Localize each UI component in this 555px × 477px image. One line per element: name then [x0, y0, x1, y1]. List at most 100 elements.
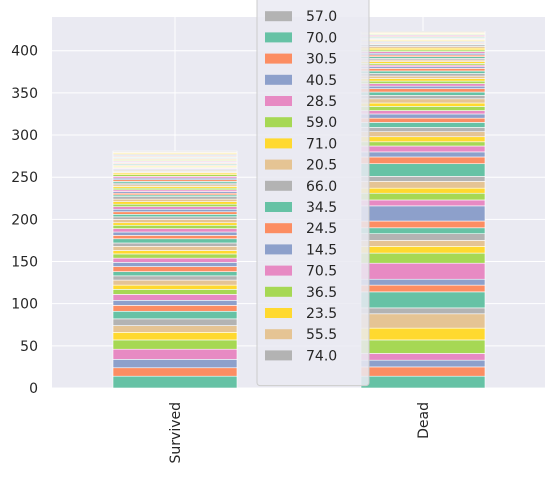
bar-segment-dead-12 — [360, 252, 486, 264]
bar-segment-survived-37 — [112, 201, 238, 205]
bar-segment-dead-41 — [360, 88, 486, 93]
y-tick-label: 300 — [11, 128, 38, 144]
legend-label: 40.5 — [306, 73, 337, 89]
bar-segment-survived-17 — [112, 266, 238, 272]
legend-swatch — [265, 244, 292, 255]
bar-segment-survived-27 — [112, 228, 238, 233]
y-tick-label: 350 — [11, 86, 38, 102]
legend-label: 59.0 — [306, 115, 337, 131]
bar-segment-dead-48 — [360, 70, 486, 74]
bar-segment-survived-20 — [112, 253, 238, 259]
bar-segment-dead-16 — [360, 227, 486, 234]
bar-segment-dead-17 — [360, 220, 486, 229]
legend-swatch — [265, 138, 292, 149]
bar-segment-survived-7 — [112, 318, 238, 326]
bar-segment-dead-14 — [360, 240, 486, 247]
bar-segment-dead-21 — [360, 187, 486, 194]
legend-swatch — [265, 180, 292, 191]
legend-label: 55.5 — [306, 327, 337, 343]
legend: 45.0 57.0 70.0 30.5 40.5 28.5 59.0 71.0 20.5 66.0… — [256, 0, 370, 387]
legend-label: 57.0 — [306, 9, 337, 25]
y-tick-label: 100 — [11, 297, 38, 313]
bar-segment-dead-6 — [360, 313, 486, 329]
bar-segment-dead-45 — [360, 78, 486, 82]
y-tick-label: 400 — [11, 44, 38, 60]
y-tick-label: 250 — [11, 170, 38, 186]
legend-label: 23.5 — [306, 306, 337, 322]
bar-segment-dead-10 — [360, 278, 486, 286]
bar-segment-dead-3 — [360, 353, 486, 361]
bar-segment-dead-7 — [360, 307, 486, 315]
bar-segment-dead-37 — [360, 102, 486, 107]
bar-segment-dead-11 — [360, 262, 486, 280]
bar-segment-dead-33 — [360, 117, 486, 123]
bar-segment-dead-25 — [360, 156, 486, 165]
legend-swatch — [265, 223, 292, 234]
bar-segment-dead-36 — [360, 106, 486, 111]
x-tick-labels: Survived Dead — [168, 402, 432, 463]
bar-segment-dead-13 — [360, 246, 486, 254]
bar-segment-survived-26 — [112, 231, 238, 236]
legend-label: 71.0 — [306, 136, 337, 152]
bar-segment-dead-22 — [360, 181, 486, 189]
bar-segment-survived-14 — [112, 279, 238, 286]
legend-swatch — [265, 265, 292, 276]
bar-segment-dead-15 — [360, 233, 486, 241]
bar-segment-survived-34 — [112, 208, 238, 213]
bar-segment-dead-34 — [360, 113, 486, 119]
bar-segment-dead-29 — [360, 136, 486, 143]
bar-segment-dead-43 — [360, 83, 486, 87]
bar-segment-dead-19 — [360, 199, 486, 207]
bar-segment-dead-79 — [360, 31, 486, 33]
bar-segment-survived-29 — [112, 222, 238, 226]
bar-segment-dead-9 — [360, 284, 486, 293]
legend-label: 70.5 — [306, 264, 337, 280]
legend-swatch — [265, 329, 292, 340]
bar-segment-survived-16 — [112, 271, 238, 277]
bar-segment-survived-25 — [112, 235, 238, 240]
legend-swatch — [265, 308, 292, 318]
legend-swatch — [265, 74, 292, 85]
bar-segment-dead-44 — [360, 80, 486, 84]
bar-segment-survived-9 — [112, 305, 238, 312]
y-tick-label: 150 — [11, 255, 38, 271]
legend-label: 14.5 — [306, 242, 337, 258]
bar-segment-survived-79 — [112, 150, 238, 153]
legend-swatch — [265, 286, 292, 297]
bar-segment-dead-5 — [360, 327, 486, 341]
bar-segment-dead-2 — [360, 359, 486, 368]
bar-segment-survived-6 — [112, 325, 238, 333]
bar-segment-survived-19 — [112, 257, 238, 263]
bar-segment-survived-32 — [112, 214, 238, 218]
bar-segment-dead-20 — [360, 192, 486, 201]
y-tick-label: 0 — [29, 381, 38, 397]
bar-segment-survived-38 — [112, 198, 238, 202]
legend-swatch — [265, 117, 292, 128]
bar-segment-survived-10 — [112, 300, 238, 306]
legend-swatch — [265, 159, 292, 170]
bar-segment-dead-0 — [360, 375, 486, 389]
bar-segment-dead-24 — [360, 163, 486, 177]
bar-segment-survived-23 — [112, 242, 238, 247]
bar-segment-survived-4 — [112, 339, 238, 350]
legend-label: 36.5 — [306, 285, 337, 301]
bar-segment-survived-5 — [112, 332, 238, 341]
legend-label: 66.0 — [306, 179, 337, 195]
bar-segment-dead-28 — [360, 141, 486, 147]
bar-segment-survived-33 — [112, 211, 238, 215]
x-tick-label-survived: Survived — [168, 402, 184, 463]
bar-segment-dead-49 — [360, 68, 486, 72]
bar-segment-survived-11 — [112, 294, 238, 301]
bar-segment-dead-26 — [360, 151, 486, 158]
legend-swatch — [265, 11, 292, 22]
bar-segment-dead-23 — [360, 176, 486, 182]
bar-segment-dead-31 — [360, 127, 486, 132]
bar-segment-dead-32 — [360, 122, 486, 128]
bar-segment-survived-39 — [112, 196, 238, 200]
bar-segment-dead-30 — [360, 131, 486, 138]
legend-label: 20.5 — [306, 158, 337, 174]
bar-segment-survived-12 — [112, 289, 238, 295]
bar-segment-survived-24 — [112, 238, 238, 244]
bar-segment-dead-39 — [360, 95, 486, 100]
